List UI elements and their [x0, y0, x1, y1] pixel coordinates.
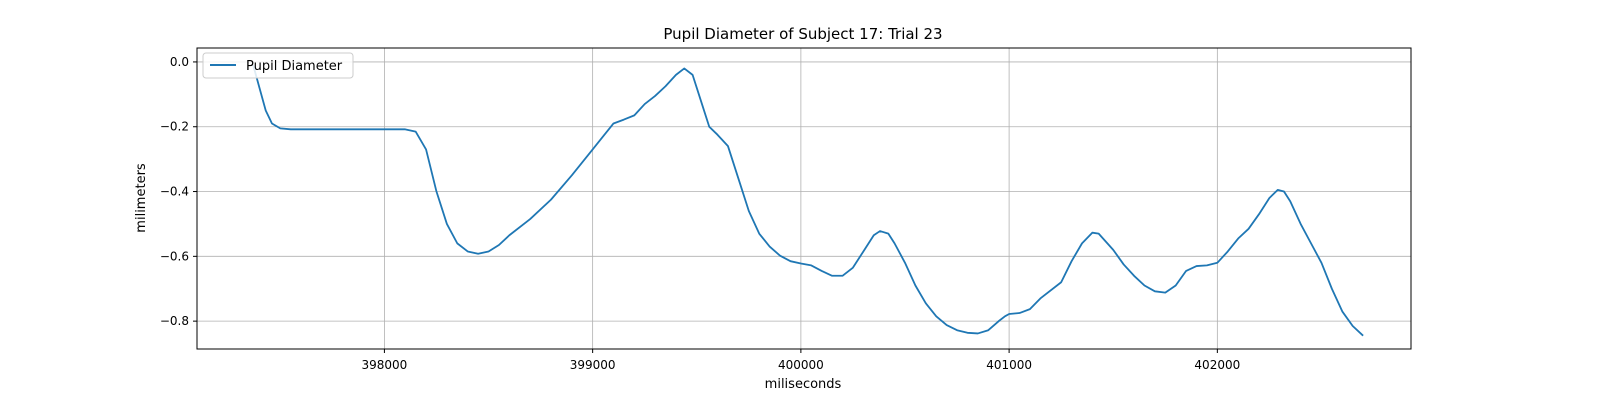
x-axis-label: miliseconds [765, 377, 842, 392]
plot-frame [196, 47, 1412, 350]
legend-box [202, 52, 354, 79]
x-tick-label: 399000 [570, 358, 616, 372]
x-tick-label: 402000 [1194, 358, 1240, 372]
y-tick-label: −0.2 [160, 120, 189, 134]
series-line-pupil-diameter [252, 64, 1364, 337]
y-axis-ticks: 0.0 −0.2 −0.4 −0.6 −0.8 [160, 55, 197, 328]
legend-label-pupil-diameter: Pupil Diameter [246, 59, 343, 74]
y-tick-label: 0.0 [170, 55, 189, 69]
y-tick-label: −0.4 [160, 185, 189, 199]
x-tick-label: 401000 [986, 358, 1032, 372]
grid-lines [197, 48, 1411, 349]
legend: Pupil Diameter [202, 52, 354, 79]
y-tick-label: −0.8 [160, 314, 189, 328]
series-layer [252, 64, 1364, 337]
x-tick-label: 400000 [778, 358, 824, 372]
x-axis-ticks: 398000 399000 400000 401000 402000 [362, 349, 1240, 372]
y-axis-label: milimeters [134, 163, 149, 233]
x-tick-label: 398000 [362, 358, 408, 372]
y-tick-label: −0.6 [160, 249, 189, 263]
chart-title: Pupil Diameter of Subject 17: Trial 23 [663, 25, 942, 43]
